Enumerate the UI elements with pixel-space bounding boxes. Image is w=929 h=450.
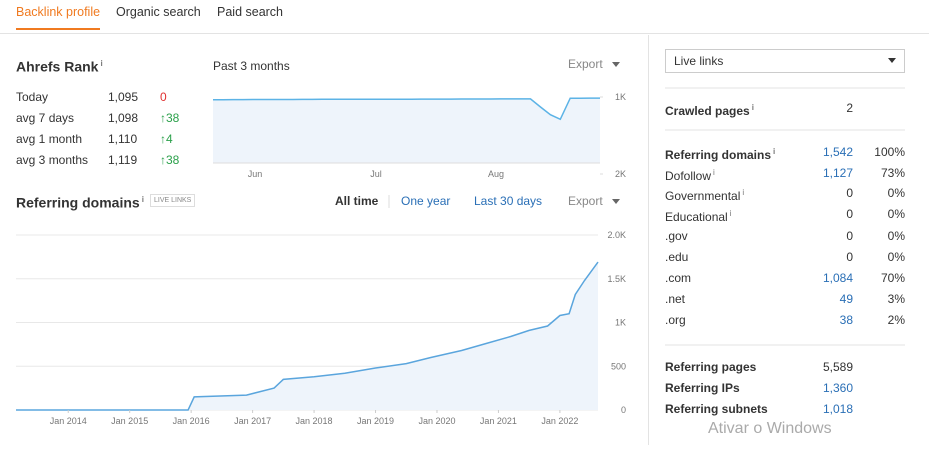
stat-value[interactable]: 49 [839,292,853,306]
stat-value: 2 [846,101,853,115]
row-value: 1,119 [108,153,138,167]
stat-percent: 2% [887,313,905,327]
stat-value: 0 [846,186,853,200]
y-tick-label: 2.0K [607,230,626,240]
y-tick-label: 500 [611,361,626,371]
section-title: Ahrefs Rank i [16,58,103,75]
stat-value[interactable]: 1,018 [822,402,853,416]
area [213,98,600,163]
stat-value[interactable]: 1,127 [822,166,853,180]
info-icon: i [141,195,144,204]
stat-label: Crawled pages i [665,103,754,118]
y-tick-label: 1K [615,92,626,102]
tab[interactable]: Organic search [116,5,201,19]
stat-value: 5,589 [822,360,853,374]
export-arrow [612,62,620,67]
stat-percent: 0% [887,250,905,264]
section-title: Referring domains i [16,194,144,211]
range-button[interactable]: All time [335,194,379,208]
stat-label: .edu [665,250,689,264]
watermark: Ativar o Windows [708,420,832,437]
stat-label: Referring domains i [665,147,776,162]
tab-bar [0,0,929,34]
stat-label: .gov [665,229,688,243]
stat-label: .net [665,292,686,306]
row-label: Today [16,90,49,104]
stat-label: .org [665,313,686,327]
row-value: 1,110 [108,132,138,146]
stat-value[interactable]: 1,542 [822,145,853,159]
stat-label: .com [665,271,692,285]
stat-value[interactable]: 38 [839,313,853,327]
x-tick-label: Jul [370,169,382,179]
stat-percent: 0% [887,186,905,200]
range-button[interactable]: Last 30 days [474,194,543,208]
y-tick-label: 1K [615,318,626,328]
line [16,261,599,411]
stat-label: Dofollow i [665,168,715,183]
stat-value: 0 [846,250,853,264]
y-tick-label: 1.5K [607,274,626,284]
stat-value[interactable]: 1,360 [822,381,853,395]
row-label: avg 1 month [16,132,83,146]
stat-label: Governmental i [665,188,745,203]
stat-percent: 73% [880,166,905,180]
stat-percent: 70% [880,271,905,285]
stat-percent: 0% [887,229,905,243]
info-icon: i [751,103,754,112]
stat-value: 0 [846,229,853,243]
x-tick-label: Jun [248,169,263,179]
y-tick-label: 2K [615,169,626,179]
stat-label: Referring pages [665,360,757,374]
info-icon: i [729,209,732,218]
range-button[interactable]: One year [401,194,451,208]
x-tick-label: Jan 2021 [480,416,517,426]
x-tick-label: Aug [488,169,504,179]
x-tick-label: Jan 2019 [357,416,394,426]
x-tick-label: Jan 2016 [173,416,210,426]
x-tick-label: Jan 2020 [418,416,455,426]
tab[interactable]: Paid search [217,5,284,19]
rank-chart: 1K 2K Jun Jul Aug [213,92,626,179]
filter-dropdown[interactable]: Live links [665,49,905,73]
x-tick-label: Jan 2015 [111,416,148,426]
row-change: ↑38 [160,153,180,167]
row-change: 0 [160,90,167,104]
row-change: ↑4 [160,132,173,146]
line [213,97,600,121]
row-label: avg 3 months [16,153,89,167]
period: Past 3 months [213,59,290,73]
stat-value[interactable]: 1,084 [822,271,853,285]
info-icon: i [773,147,776,156]
x-tick-label: Jan 2017 [234,416,271,426]
export[interactable]: Export [568,57,603,71]
row-value: 1,098 [108,111,139,125]
badge: LIVE LINKS [150,194,196,207]
stat-label: Referring IPs [665,381,740,395]
x-tick-label: Jan 2014 [50,416,87,426]
stat-label: Educational i [665,209,732,224]
right-panel [648,35,929,445]
stat-percent: 100% [874,145,905,159]
area [16,262,598,410]
row-value: 1,095 [108,90,139,104]
x-tick-label: Jan 2022 [541,416,578,426]
row-label: avg 7 days [16,111,75,125]
stat-percent: 3% [887,292,905,306]
y-tick-label: 0 [621,405,626,415]
x-tick-label: Jan 2018 [296,416,333,426]
info-icon: i [742,188,745,197]
domains-chart: 0 500 1K 1.5K 2.0K Jan 2014 Jan 2015 Jan 2016 Ja… [16,230,626,426]
stat-value: 0 [846,207,853,221]
tab[interactable]: Backlink profile [16,5,101,30]
row-change: ↑38 [160,111,180,125]
stat-label: Referring subnets [665,402,768,416]
info-icon: i [713,168,715,177]
stat-percent: 0% [887,207,905,221]
export[interactable]: Export [568,194,603,208]
info-icon: i [100,59,103,68]
